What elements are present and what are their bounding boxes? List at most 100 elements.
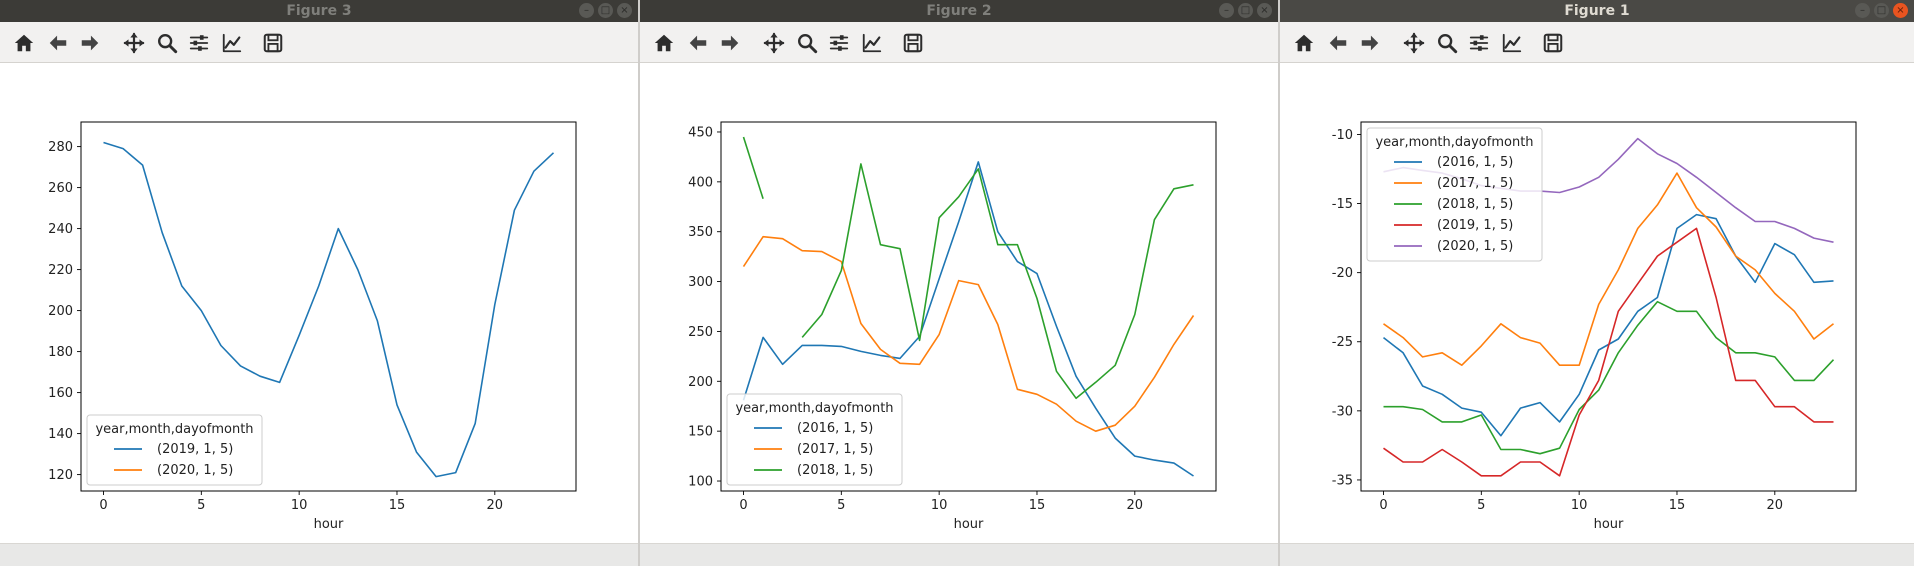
window-titlebar[interactable]: Figure 2 – □ × xyxy=(640,0,1278,22)
minimize-icon[interactable]: – xyxy=(1855,3,1870,18)
edit-axis-icon xyxy=(1502,33,1522,53)
y-tick-label: 150 xyxy=(688,425,713,440)
status-bar xyxy=(0,543,638,566)
y-tick-label: 250 xyxy=(688,325,713,340)
save-button[interactable] xyxy=(1541,31,1565,55)
maximize-icon[interactable]: □ xyxy=(598,3,613,18)
configure-subplots-icon xyxy=(829,35,849,51)
y-tick-label: 450 xyxy=(688,125,713,140)
zoom-icon xyxy=(1438,34,1458,54)
y-tick-label: -15 xyxy=(1332,197,1353,212)
maximize-icon[interactable]: □ xyxy=(1238,3,1253,18)
forward-arrow-button[interactable] xyxy=(78,31,102,55)
legend-entry: (2020, 1, 5) xyxy=(157,463,233,478)
series-line-2 xyxy=(1383,172,1834,367)
x-tick-label: 15 xyxy=(389,498,406,513)
edit-axis-icon xyxy=(222,33,242,53)
legend-entry: (2020, 1, 5) xyxy=(1437,239,1513,254)
x-tick-label: 0 xyxy=(99,498,107,513)
y-tick-label: 350 xyxy=(688,225,713,240)
y-tick-label: 300 xyxy=(688,275,713,290)
edit-axis-button[interactable] xyxy=(860,31,884,55)
series-line-1 xyxy=(103,141,555,478)
forward-arrow-icon xyxy=(1361,35,1379,51)
x-axis-label: hour xyxy=(314,517,344,532)
x-tick-label: 10 xyxy=(1571,498,1588,513)
save-button[interactable] xyxy=(261,31,285,55)
figure-window-2: Figure 2 – □ × 0 5 10 15 20 100 150 200 250 300 350 400… xyxy=(640,0,1278,566)
configure-subplots-button[interactable] xyxy=(827,31,851,55)
zoom-button[interactable] xyxy=(155,31,179,55)
maximize-icon[interactable]: □ xyxy=(1874,3,1889,18)
x-axis-label: hour xyxy=(954,517,984,532)
back-arrow-button[interactable] xyxy=(46,31,70,55)
window-titlebar[interactable]: Figure 1 – □ × xyxy=(1280,0,1914,22)
configure-subplots-button[interactable] xyxy=(1467,31,1491,55)
legend-entry: (2016, 1, 5) xyxy=(797,421,873,436)
back-arrow-button[interactable] xyxy=(686,31,710,55)
edit-axis-button[interactable] xyxy=(1500,31,1524,55)
series-line-3 xyxy=(1383,300,1835,455)
configure-subplots-icon xyxy=(189,35,209,51)
minimize-icon[interactable]: – xyxy=(579,3,594,18)
x-tick-label: 0 xyxy=(1379,498,1387,513)
edit-axis-button[interactable] xyxy=(220,31,244,55)
axes-frame xyxy=(720,121,1217,492)
home-button[interactable] xyxy=(1292,31,1316,55)
legend-entry: (2019, 1, 5) xyxy=(1437,218,1513,233)
back-arrow-icon xyxy=(49,35,67,51)
minimize-icon[interactable]: – xyxy=(1219,3,1234,18)
y-tick-label: 180 xyxy=(48,345,73,360)
window-divider xyxy=(1278,0,1280,566)
home-button[interactable] xyxy=(12,31,36,55)
save-button[interactable] xyxy=(901,31,925,55)
series-line-2 xyxy=(742,235,1195,433)
legend-title: year,month,dayofmonth xyxy=(95,422,253,437)
axes-frame xyxy=(80,121,577,492)
figure-window-3: Figure 1 – □ × 0 5 10 15 20 -35 -30 -25 -20 -15 -10 hou… xyxy=(1280,0,1914,566)
forward-arrow-button[interactable] xyxy=(718,31,742,55)
legend-entry: (2018, 1, 5) xyxy=(1437,197,1513,212)
y-tick-label: -10 xyxy=(1332,128,1353,143)
configure-subplots-button[interactable] xyxy=(187,31,211,55)
home-button[interactable] xyxy=(652,31,676,55)
pan-icon xyxy=(123,32,145,54)
x-tick-label: 10 xyxy=(931,498,948,513)
y-tick-label: 240 xyxy=(48,222,73,237)
close-icon[interactable]: × xyxy=(1893,3,1908,18)
figure-canvas[interactable]: 0 5 10 15 20 120 140 160 180 200 220 240 260 280 hour y… xyxy=(0,63,638,544)
window-title: Figure 2 xyxy=(926,3,992,19)
close-icon[interactable]: × xyxy=(1257,3,1272,18)
legend-entry: (2019, 1, 5) xyxy=(157,442,233,457)
pan-button[interactable] xyxy=(122,31,146,55)
forward-arrow-button[interactable] xyxy=(1358,31,1382,55)
series-line-3 xyxy=(742,136,764,200)
home-icon xyxy=(14,34,34,52)
series-line-4 xyxy=(1383,227,1834,477)
y-tick-label: 200 xyxy=(48,304,73,319)
status-bar xyxy=(640,543,1278,566)
y-tick-label: -25 xyxy=(1332,335,1353,350)
window-title: Figure 3 xyxy=(286,3,352,19)
window-divider xyxy=(638,0,640,566)
pan-button[interactable] xyxy=(1402,31,1426,55)
zoom-button[interactable] xyxy=(1435,31,1459,55)
navigation-toolbar xyxy=(0,22,638,63)
zoom-button[interactable] xyxy=(795,31,819,55)
window-titlebar[interactable]: Figure 3 – □ × xyxy=(0,0,638,22)
y-tick-label: 400 xyxy=(688,175,713,190)
edit-axis-icon xyxy=(862,33,882,53)
y-tick-label: 160 xyxy=(48,386,73,401)
home-icon xyxy=(654,34,674,52)
figure-canvas[interactable]: 0 5 10 15 20 100 150 200 250 300 350 400 450 hour year… xyxy=(640,63,1278,544)
navigation-toolbar xyxy=(640,22,1278,63)
zoom-icon xyxy=(158,34,178,54)
forward-arrow-icon xyxy=(81,35,99,51)
close-icon[interactable]: × xyxy=(617,3,632,18)
pan-button[interactable] xyxy=(762,31,786,55)
figure-canvas[interactable]: 0 5 10 15 20 -35 -30 -25 -20 -15 -10 hour year,month… xyxy=(1280,63,1914,544)
y-tick-label: -35 xyxy=(1332,473,1353,488)
back-arrow-button[interactable] xyxy=(1326,31,1350,55)
legend-title: year,month,dayofmonth xyxy=(735,401,893,416)
legend-title: year,month,dayofmonth xyxy=(1375,135,1533,150)
